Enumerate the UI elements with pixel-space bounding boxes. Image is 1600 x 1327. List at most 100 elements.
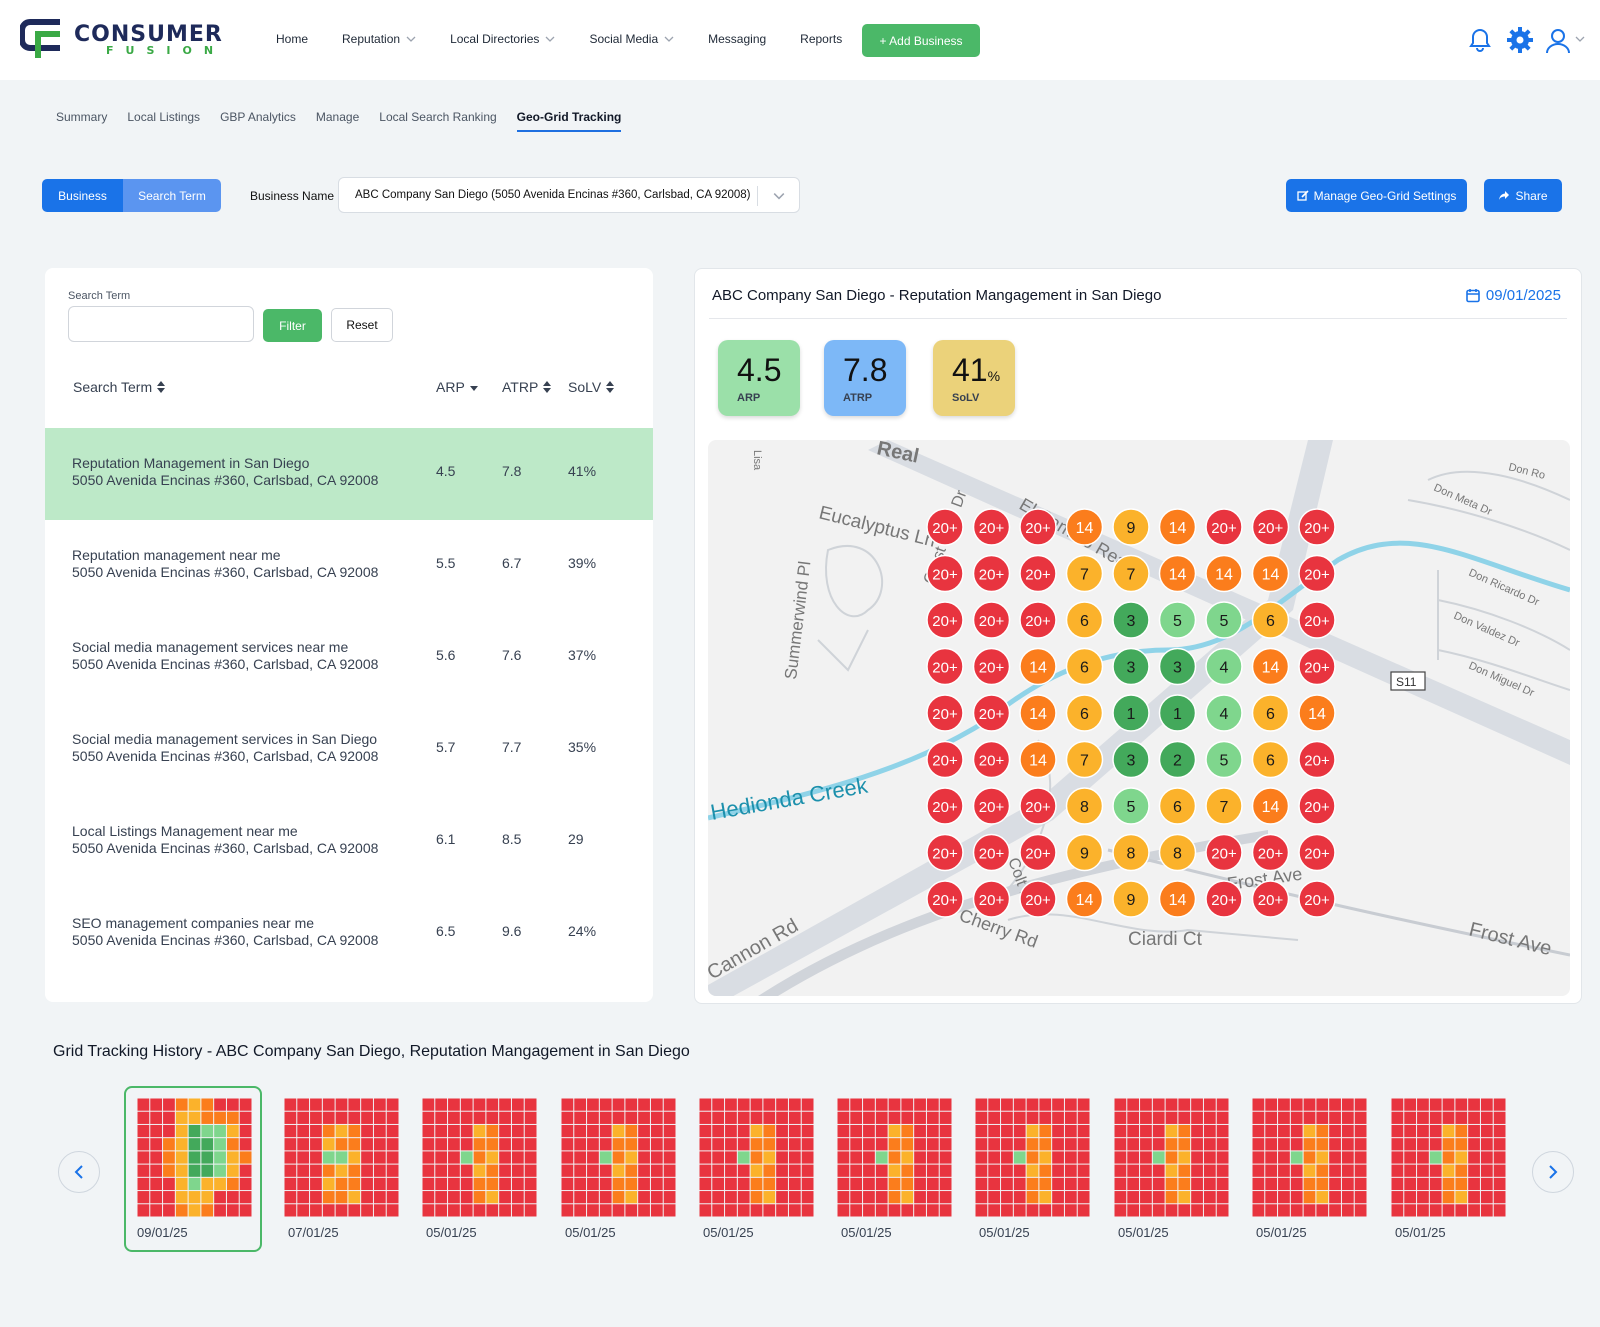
geo-grid-map[interactable]: Real Lisa Eucalyptus Ln El Camino Real S… <box>708 440 1570 996</box>
nav-home[interactable]: Home <box>276 32 308 46</box>
nav-reports[interactable]: Reports <box>800 32 842 46</box>
grid-pin[interactable]: 9 <box>1112 508 1150 546</box>
nav-social-media[interactable]: Social Media <box>589 32 674 46</box>
grid-pin[interactable]: 20+ <box>972 787 1011 825</box>
grid-pin[interactable]: 14 <box>1251 554 1290 593</box>
grid-pin[interactable]: 14 <box>1019 740 1057 779</box>
history-thumbnail[interactable] <box>699 1098 814 1218</box>
grid-pin[interactable]: 20+ <box>972 694 1011 732</box>
grid-pin[interactable]: 6 <box>1065 694 1104 732</box>
grid-pin[interactable]: 14 <box>1298 694 1336 732</box>
table-row[interactable]: Reputation Management in San Diego 5050 A… <box>45 428 653 520</box>
grid-pin[interactable]: 6 <box>1065 647 1104 686</box>
grid-pin[interactable]: 20+ <box>926 508 964 546</box>
history-thumbnail[interactable] <box>975 1098 1090 1218</box>
grid-pin[interactable]: 14 <box>1158 880 1197 918</box>
reset-button[interactable]: Reset <box>331 308 393 342</box>
grid-pin[interactable]: 14 <box>1251 787 1290 825</box>
grid-pin[interactable]: 20+ <box>972 508 1011 546</box>
add-business-button[interactable]: + Add Business <box>862 24 980 57</box>
grid-pin[interactable]: 8 <box>1158 833 1197 872</box>
nav-local-directories[interactable]: Local Directories <box>450 32 555 46</box>
grid-pin[interactable]: 4 <box>1205 647 1243 686</box>
table-row[interactable]: Social media management services near me… <box>45 612 653 704</box>
col-header-atrp[interactable]: ATRP <box>502 379 552 395</box>
grid-pin[interactable]: 20+ <box>1205 880 1243 918</box>
grid-pin[interactable]: 20+ <box>1298 647 1336 686</box>
gear-icon[interactable] <box>1506 26 1534 54</box>
grid-pin[interactable]: 14 <box>1205 554 1243 593</box>
grid-pin[interactable]: 6 <box>1251 601 1290 639</box>
grid-pin[interactable]: 20+ <box>1019 833 1057 872</box>
brand-logo[interactable]: CONSUMER FUSION <box>20 18 240 62</box>
tab-local-search-ranking[interactable]: Local Search Ranking <box>379 110 497 124</box>
tab-manage[interactable]: Manage <box>315 110 360 124</box>
grid-pin[interactable]: 20+ <box>1298 787 1336 825</box>
table-row[interactable]: Reputation management near me 5050 Avenid… <box>45 520 653 612</box>
grid-pin[interactable]: 20+ <box>972 647 1011 686</box>
grid-pin[interactable]: 20+ <box>1019 787 1057 825</box>
grid-pin[interactable]: 14 <box>1065 508 1104 546</box>
grid-pin[interactable]: 5 <box>1205 740 1243 779</box>
grid-pin[interactable]: 3 <box>1112 647 1150 686</box>
tab-geo-grid-tracking[interactable]: Geo-Grid Tracking <box>516 110 622 132</box>
history-thumbnail[interactable] <box>284 1098 399 1218</box>
grid-pin[interactable]: 20+ <box>926 694 964 732</box>
grid-pin[interactable]: 20+ <box>972 554 1011 593</box>
tab-summary[interactable]: Summary <box>56 110 108 124</box>
grid-pin[interactable]: 3 <box>1158 647 1197 686</box>
grid-pin[interactable]: 20+ <box>972 601 1011 639</box>
grid-pin[interactable]: 20+ <box>1298 508 1336 546</box>
grid-pin[interactable]: 5 <box>1158 601 1197 639</box>
manage-geo-grid-settings-button[interactable]: Manage Geo-Grid Settings <box>1286 179 1467 212</box>
grid-pin[interactable]: 20+ <box>1019 554 1057 593</box>
grid-pin[interactable]: 5 <box>1205 601 1243 639</box>
nav-messaging[interactable]: Messaging <box>708 32 766 46</box>
grid-pin[interactable]: 20+ <box>1205 833 1243 872</box>
tab-gbp-analytics[interactable]: GBP Analytics <box>220 110 296 124</box>
grid-pin[interactable]: 1 <box>1112 694 1150 732</box>
history-thumbnail[interactable] <box>124 1086 262 1252</box>
share-button[interactable]: Share <box>1484 179 1562 212</box>
grid-pin[interactable]: 7 <box>1205 787 1243 825</box>
grid-pin[interactable]: 20+ <box>972 740 1011 779</box>
toggle-search-term[interactable]: Search Term <box>123 179 221 212</box>
table-row[interactable]: Local Listings Management near me 5050 Av… <box>45 796 653 888</box>
grid-pin[interactable]: 3 <box>1112 601 1150 639</box>
grid-pin[interactable]: 20+ <box>926 554 964 593</box>
col-header-solv[interactable]: SoLV <box>568 379 615 395</box>
grid-pin[interactable]: 20+ <box>1019 880 1057 918</box>
grid-pin[interactable]: 20+ <box>926 787 964 825</box>
user-icon[interactable] <box>1544 26 1588 54</box>
filter-button[interactable]: Filter <box>263 309 322 342</box>
grid-pin[interactable]: 4 <box>1205 694 1243 732</box>
business-name-select[interactable]: ABC Company San Diego (5050 Avenida Enci… <box>338 177 800 213</box>
grid-pin[interactable]: 9 <box>1065 833 1104 872</box>
col-header-arp[interactable]: ARP <box>436 379 479 395</box>
table-row[interactable]: SEO management companies near me 5050 Ave… <box>45 888 653 980</box>
grid-pin[interactable]: 20+ <box>926 601 964 639</box>
history-thumbnail[interactable] <box>561 1098 676 1218</box>
history-thumbnail[interactable] <box>837 1098 952 1218</box>
toggle-business[interactable]: Business <box>42 179 123 212</box>
nav-reputation[interactable]: Reputation <box>342 32 416 46</box>
grid-pin[interactable]: 20+ <box>926 647 964 686</box>
grid-pin[interactable]: 14 <box>1019 647 1057 686</box>
history-thumbnail[interactable] <box>1391 1098 1506 1218</box>
tab-local-listings[interactable]: Local Listings <box>127 110 201 124</box>
grid-pin[interactable]: 14 <box>1158 508 1197 546</box>
grid-pin[interactable]: 8 <box>1065 787 1104 825</box>
grid-pin[interactable]: 20+ <box>1251 508 1290 546</box>
grid-pin[interactable]: 20+ <box>972 833 1011 872</box>
history-prev-button[interactable] <box>58 1151 100 1193</box>
grid-pin[interactable]: 7 <box>1065 554 1104 593</box>
grid-pin[interactable]: 20+ <box>1298 880 1336 918</box>
grid-pin[interactable]: 20+ <box>1298 601 1336 639</box>
grid-pin[interactable]: 20+ <box>1298 833 1336 872</box>
grid-pin[interactable]: 20+ <box>1251 880 1290 918</box>
history-thumbnail[interactable] <box>422 1098 537 1218</box>
grid-pin[interactable]: 20+ <box>1205 508 1243 546</box>
grid-pin[interactable]: 14 <box>1158 554 1197 593</box>
grid-pin[interactable]: 14 <box>1065 880 1104 918</box>
grid-pin[interactable]: 20+ <box>1019 601 1057 639</box>
